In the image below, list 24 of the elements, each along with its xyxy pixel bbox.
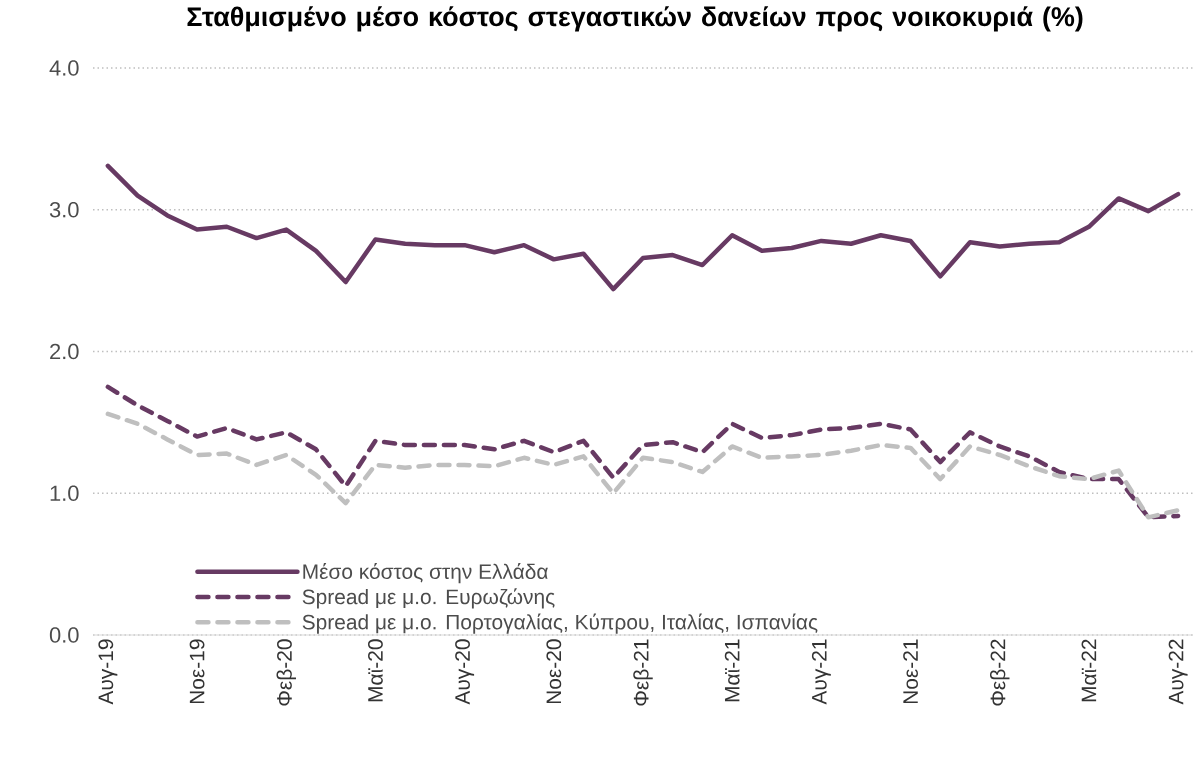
x-tick-label: Μαϊ-20 <box>368 639 383 702</box>
x-tick-label: Μαϊ-22 <box>1081 639 1097 702</box>
x-tick-label: Φεβ-22 <box>989 639 1010 706</box>
chart-title: Σταθμισμένο μέσο κόστος στεγαστικών δανείων προς νοικοκυριά (%) <box>187 6 1083 32</box>
x-tick-label: Αυγ-19 <box>98 639 118 705</box>
y-tick-label: 1.0 <box>50 485 79 502</box>
x-tick-label: Φεβ-20 <box>276 639 296 706</box>
x-tick-label: Αυγ-21 <box>811 639 831 705</box>
x-tick-label: Νοε-21 <box>903 639 918 704</box>
y-tick-label: 4.0 <box>49 60 79 76</box>
line-series <box>105 411 1181 520</box>
legend-label: Spread με μ.ο. Πορτογαλίας, Κύπρου, Ιταλίας, Ισπανίας <box>302 613 818 634</box>
x-tick-label: Αυγ-20 <box>455 639 475 705</box>
x-tick-label: Φεβ-21 <box>633 639 653 706</box>
y-tick-label: 3.0 <box>49 201 79 218</box>
x-tick-label: Νοε-19 <box>189 639 205 704</box>
x-tick-label: Αυγ-22 <box>1168 639 1188 705</box>
y-tick-label: 2.0 <box>50 343 79 360</box>
y-tick-label: 0.0 <box>49 627 79 643</box>
legend-label: Spread με μ.ο. Ευρωζώνης <box>302 588 555 609</box>
x-tick-label: Μαϊ-21 <box>724 639 740 702</box>
x-tick-label: Νοε-20 <box>546 639 562 704</box>
line-series <box>105 163 1181 292</box>
legend-label: Μέσο κόστος στην Ελλάδα <box>303 563 548 584</box>
